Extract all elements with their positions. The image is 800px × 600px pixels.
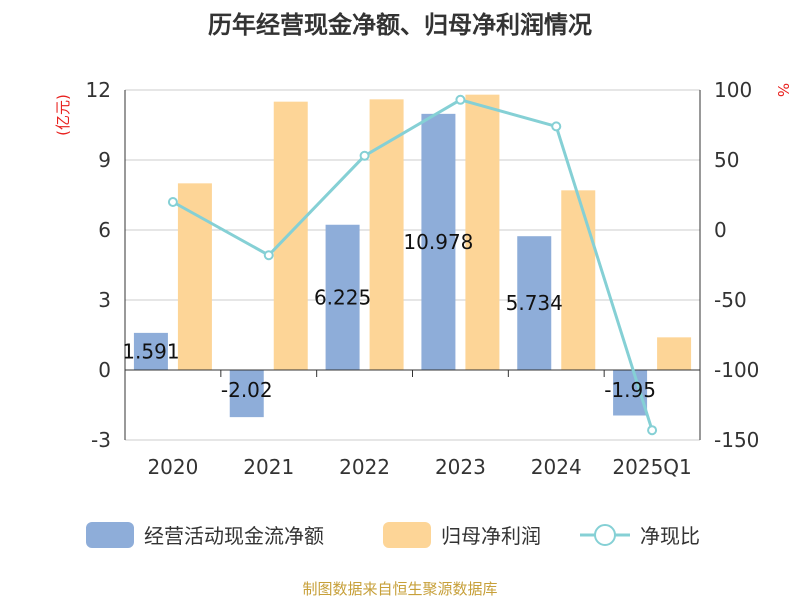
bar-cashflow xyxy=(325,224,360,370)
left-axis-unit: (亿元) xyxy=(54,94,72,136)
legend-label-cashflow[interactable]: 经营活动现金流净额 xyxy=(144,524,324,548)
x-axis-ticks: 2020 2021 2022 2023 2024 2025Q1 xyxy=(147,455,691,479)
bar-profit xyxy=(657,337,692,370)
ratio-point xyxy=(263,250,274,261)
bar-profit xyxy=(273,101,308,371)
bar-profit xyxy=(561,190,596,370)
legend-label-profit[interactable]: 归母净利润 xyxy=(441,524,541,548)
bar-value-labels: 1.591 -2.02 6.225 10.978 5.734 -1.95 xyxy=(122,230,656,402)
ratio-point xyxy=(167,197,178,207)
ratio-point xyxy=(551,121,562,132)
ratio-series-line xyxy=(172,98,654,431)
right-tick-label: 0 xyxy=(714,218,727,242)
x-tick-label: 2023 xyxy=(435,455,486,479)
bar-cashflow xyxy=(133,332,168,370)
bars xyxy=(133,94,692,418)
bar-value-label: 1.591 xyxy=(122,339,179,363)
right-tick-label: 50 xyxy=(714,148,739,172)
left-tick-label: 6 xyxy=(98,218,111,242)
left-axis-ticks: -3 0 3 6 9 12 xyxy=(86,78,111,452)
ratio-point xyxy=(359,150,370,161)
right-tick-label: 100 xyxy=(714,78,752,102)
bar-value-label: 10.978 xyxy=(403,230,473,254)
right-tick-label: -150 xyxy=(714,428,759,452)
legend: 经营活动现金流净额 归母净利润 净现比 xyxy=(86,522,700,548)
ratio-point xyxy=(455,94,466,105)
left-tick-label: 9 xyxy=(98,148,111,172)
axes xyxy=(124,90,701,440)
bar-value-label: 5.734 xyxy=(506,291,563,315)
bar-value-label: 6.225 xyxy=(314,285,371,309)
left-tick-label: 3 xyxy=(98,288,111,312)
bar-value-label: -1.95 xyxy=(604,378,656,402)
x-tick-label: 2020 xyxy=(147,455,198,479)
right-axis-ticks: -150 -100 -50 0 50 100 xyxy=(714,78,759,452)
ratio-point xyxy=(647,425,658,436)
right-axis-unit: % xyxy=(774,83,792,97)
legend-swatch-profit[interactable] xyxy=(383,522,431,548)
left-tick-label: 0 xyxy=(98,358,111,382)
legend-label-ratio[interactable]: 净现比 xyxy=(640,524,700,548)
chart-title: 历年经营现金净额、归母净利润情况 xyxy=(208,11,592,39)
bar-cashflow xyxy=(517,236,552,370)
bar-profit xyxy=(177,183,212,370)
bar-profit xyxy=(369,99,404,370)
left-tick-label: -3 xyxy=(91,428,111,452)
bar-cashflow xyxy=(421,113,456,370)
right-tick-label: -50 xyxy=(714,288,747,312)
legend-marker-ratio[interactable] xyxy=(594,524,616,546)
bar-cashflow xyxy=(229,370,264,418)
legend-swatch-cashflow[interactable] xyxy=(86,522,134,548)
ratio-line xyxy=(167,94,658,436)
right-tick-label: -100 xyxy=(714,358,759,382)
x-tick-label: 2025Q1 xyxy=(612,455,691,479)
left-tick-label: 12 xyxy=(86,78,111,102)
bar-profit xyxy=(465,94,500,371)
x-tick-label: 2022 xyxy=(339,455,390,479)
bar-value-label: -2.02 xyxy=(221,378,273,402)
x-tick-label: 2021 xyxy=(243,455,294,479)
x-tick-label: 2024 xyxy=(531,455,582,479)
data-source: 制图数据来自恒生聚源数据库 xyxy=(302,580,497,598)
